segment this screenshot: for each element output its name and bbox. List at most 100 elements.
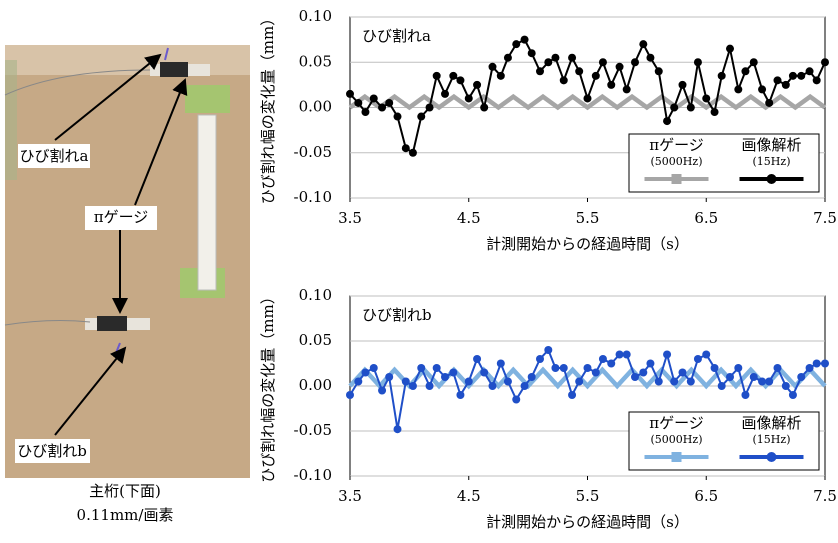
x-tick-label: 4.5 <box>457 209 481 227</box>
photo-label: ひび割れa <box>20 147 89 165</box>
data-point <box>806 364 814 372</box>
data-point <box>385 99 393 107</box>
data-point <box>512 396 520 404</box>
data-point <box>426 382 434 390</box>
data-point <box>774 364 782 372</box>
data-point <box>465 378 473 386</box>
data-point <box>592 369 600 377</box>
chart-title: ひび割れa <box>362 27 431 45</box>
y-tick-label: 0.00 <box>299 98 332 116</box>
data-point <box>346 391 354 399</box>
legend-note: (15Hz) <box>753 155 791 168</box>
data-point <box>813 76 821 84</box>
data-point <box>473 81 481 89</box>
photo: ひび割れa πゲージ ひび割れb 主桁(下面) 0.11mm/画素 <box>5 45 250 524</box>
data-point <box>521 36 529 44</box>
data-point <box>456 76 464 84</box>
data-point <box>584 94 592 102</box>
data-point <box>750 58 758 66</box>
data-point <box>473 355 481 363</box>
data-point <box>361 369 369 377</box>
data-point <box>718 72 726 80</box>
data-point <box>702 351 710 359</box>
y-axis-title: ひび割れ幅の変化量（mm） <box>259 11 277 204</box>
data-point <box>385 373 393 381</box>
data-point <box>726 45 734 53</box>
data-point <box>765 99 773 107</box>
data-point <box>512 40 520 48</box>
data-point <box>734 85 742 93</box>
data-point <box>616 63 624 71</box>
data-point <box>528 49 536 57</box>
y-tick-label: -0.10 <box>294 466 332 484</box>
pi-gauge <box>97 316 127 331</box>
data-point <box>797 373 805 381</box>
data-point <box>623 351 631 359</box>
green-tape <box>185 85 230 113</box>
data-point <box>607 81 615 89</box>
data-point <box>758 85 766 93</box>
y-tick-label: -0.05 <box>294 143 332 161</box>
y-tick-label: 0.10 <box>299 286 332 304</box>
data-point <box>536 355 544 363</box>
data-point <box>607 360 615 368</box>
data-point <box>480 369 488 377</box>
data-point <box>536 67 544 75</box>
data-point <box>560 364 568 372</box>
x-tick-label: 4.5 <box>457 487 481 505</box>
data-point <box>631 373 639 381</box>
data-point <box>504 378 512 386</box>
y-tick-label: -0.05 <box>294 421 332 439</box>
data-point <box>378 104 386 112</box>
data-point <box>726 373 734 381</box>
legend-label: πゲージ <box>649 414 704 432</box>
data-point <box>449 369 457 377</box>
data-point <box>402 378 410 386</box>
data-point <box>489 63 497 71</box>
data-point <box>480 104 488 112</box>
data-point <box>711 108 719 116</box>
photo-label: ひび割れb <box>17 442 87 460</box>
legend-label: πゲージ <box>649 136 704 154</box>
data-point <box>409 382 417 390</box>
legend-marker <box>672 452 682 462</box>
data-point <box>616 351 624 359</box>
data-point <box>813 360 821 368</box>
data-point <box>639 369 647 377</box>
data-point <box>456 391 464 399</box>
y-tick-label: -0.10 <box>294 188 332 206</box>
data-point <box>679 81 687 89</box>
data-point <box>821 58 829 66</box>
data-point <box>354 378 362 386</box>
data-point <box>599 355 607 363</box>
photo-patch <box>5 60 17 180</box>
x-tick-label: 7.5 <box>813 209 837 227</box>
y-tick-label: 0.10 <box>299 7 332 25</box>
data-point <box>734 364 742 372</box>
data-point <box>702 94 710 102</box>
data-point <box>718 382 726 390</box>
data-point <box>694 355 702 363</box>
legend-note: (15Hz) <box>753 433 791 446</box>
data-point <box>782 81 790 89</box>
data-point <box>623 85 631 93</box>
data-point <box>797 72 805 80</box>
data-point <box>560 76 568 84</box>
data-point <box>449 72 457 80</box>
x-tick-label: 5.5 <box>576 487 600 505</box>
data-point <box>631 58 639 66</box>
data-point <box>750 373 758 381</box>
data-point <box>694 58 702 66</box>
x-axis-title: 計測開始からの経過時間（s） <box>486 513 689 531</box>
y-tick-label: 0.00 <box>299 376 332 394</box>
data-point <box>402 144 410 152</box>
data-point <box>789 391 797 399</box>
chart-title: ひび割れb <box>362 306 432 324</box>
pi-gauge <box>160 62 188 77</box>
data-point <box>346 90 354 98</box>
data-point <box>409 149 417 157</box>
data-point <box>465 94 473 102</box>
data-point <box>497 72 505 80</box>
data-point <box>544 58 552 66</box>
data-point <box>544 346 552 354</box>
